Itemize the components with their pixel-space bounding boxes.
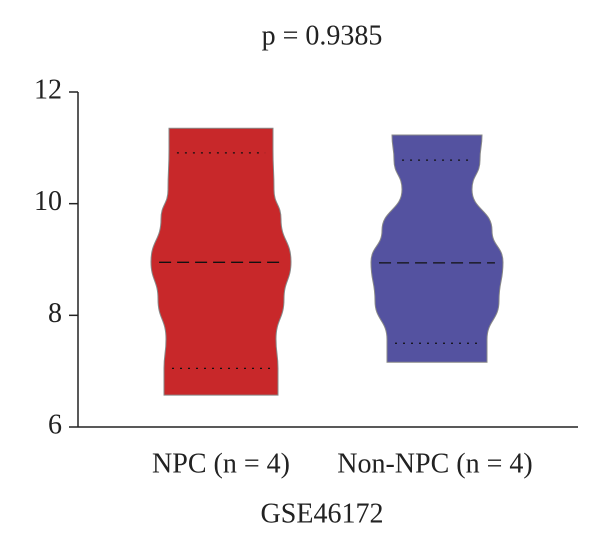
- chart-title: p = 0.9385: [262, 20, 383, 51]
- y-tick-label: 10: [34, 186, 62, 217]
- y-tick-label: 12: [34, 74, 62, 105]
- x-axis-label: GSE46172: [261, 498, 384, 529]
- y-tick-label: 8: [48, 298, 62, 329]
- x-tick-label: Non-NPC (n = 4): [337, 448, 532, 479]
- x-tick-label: NPC (n = 4): [152, 448, 290, 479]
- violin-body: [370, 134, 504, 363]
- y-tick-label: 6: [48, 409, 62, 440]
